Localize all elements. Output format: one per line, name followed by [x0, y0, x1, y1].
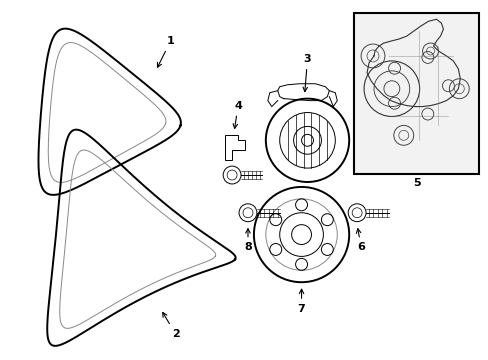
- Bar: [353, 13, 478, 174]
- Text: 1: 1: [157, 36, 174, 67]
- Text: 8: 8: [244, 229, 251, 252]
- Text: 7: 7: [297, 289, 305, 314]
- Text: 6: 6: [356, 229, 364, 252]
- Text: 2: 2: [163, 312, 179, 339]
- Text: 4: 4: [233, 100, 242, 129]
- Text: 3: 3: [303, 54, 311, 92]
- Text: 5: 5: [412, 178, 420, 188]
